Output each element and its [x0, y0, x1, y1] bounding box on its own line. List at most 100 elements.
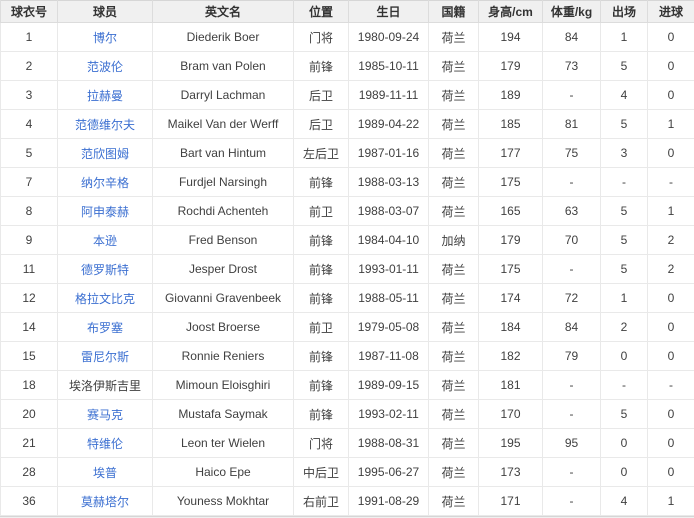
english-name-cell: Joost Broerse — [152, 312, 294, 342]
player-name-link[interactable]: 特维伦 — [57, 428, 153, 458]
goals-cell: 1 — [647, 109, 694, 139]
column-header-english-name: 英文名 — [152, 0, 294, 23]
nationality-cell: 荷兰 — [428, 370, 479, 400]
weight-cell: 84 — [542, 312, 601, 342]
birthday-cell: 1991-08-29 — [348, 486, 429, 516]
table-header: 球衣号 球员 英文名 位置 生日 国籍 身高/cm 体重/kg 出场 进球 — [0, 0, 694, 23]
nationality-cell: 荷兰 — [428, 312, 479, 342]
weight-cell: 84 — [542, 22, 601, 52]
birthday-cell: 1985-10-11 — [348, 51, 429, 81]
goals-cell: 0 — [647, 457, 694, 487]
table-row: 14 布罗塞 Joost Broerse 前卫 1979-05-08 荷兰 18… — [0, 312, 694, 342]
player-name-link[interactable]: 范德维尔夫 — [57, 109, 153, 139]
player-name-link[interactable]: 阿申泰赫 — [57, 196, 153, 226]
player-name-link[interactable]: 埃普 — [57, 457, 153, 487]
player-name-link[interactable]: 格拉文比克 — [57, 283, 153, 313]
height-cell: 175 — [478, 167, 543, 197]
weight-cell: - — [542, 486, 601, 516]
weight-cell: 95 — [542, 428, 601, 458]
birthday-cell: 1993-01-11 — [348, 254, 429, 284]
birthday-cell: 1988-08-31 — [348, 428, 429, 458]
appearances-cell: 1 — [600, 283, 648, 313]
next-table-header-strip — [0, 516, 694, 518]
jersey-number-cell: 21 — [0, 428, 58, 458]
table-row: 2 范波伦 Bram van Polen 前锋 1985-10-11 荷兰 17… — [0, 51, 694, 81]
weight-cell: - — [542, 80, 601, 110]
english-name-cell: Fred Benson — [152, 225, 294, 255]
nationality-cell: 荷兰 — [428, 22, 479, 52]
column-header-weight: 体重/kg — [542, 0, 601, 23]
birthday-cell: 1988-03-07 — [348, 196, 429, 226]
player-name-link[interactable]: 本逊 — [57, 225, 153, 255]
goals-cell: 0 — [647, 399, 694, 429]
goals-cell: 0 — [647, 138, 694, 168]
position-cell: 前锋 — [293, 225, 349, 255]
appearances-cell: 1 — [600, 22, 648, 52]
appearances-cell: 5 — [600, 254, 648, 284]
height-cell: 195 — [478, 428, 543, 458]
table-row: 8 阿申泰赫 Rochdi Achenteh 前卫 1988-03-07 荷兰 … — [0, 196, 694, 226]
table-row: 1 博尔 Diederik Boer 门将 1980-09-24 荷兰 194 … — [0, 22, 694, 52]
birthday-cell: 1989-09-15 — [348, 370, 429, 400]
height-cell: 182 — [478, 341, 543, 371]
player-name-link[interactable]: 雷尼尔斯 — [57, 341, 153, 371]
english-name-cell: Maikel Van der Werff — [152, 109, 294, 139]
player-name-link[interactable]: 拉赫曼 — [57, 80, 153, 110]
birthday-cell: 1989-04-22 — [348, 109, 429, 139]
player-name-text: 埃洛伊斯吉里 — [57, 370, 153, 400]
player-name-link[interactable]: 范欣图姆 — [57, 138, 153, 168]
jersey-number-cell: 5 — [0, 138, 58, 168]
appearances-cell: 4 — [600, 486, 648, 516]
jersey-number-cell: 28 — [0, 457, 58, 487]
jersey-number-cell: 4 — [0, 109, 58, 139]
english-name-cell: Mimoun Eloisghiri — [152, 370, 294, 400]
goals-cell: 0 — [647, 341, 694, 371]
jersey-number-cell: 20 — [0, 399, 58, 429]
goals-cell: 2 — [647, 254, 694, 284]
english-name-cell: Ronnie Reniers — [152, 341, 294, 371]
nationality-cell: 荷兰 — [428, 109, 479, 139]
birthday-cell: 1988-05-11 — [348, 283, 429, 313]
jersey-number-cell: 15 — [0, 341, 58, 371]
goals-cell: 1 — [647, 486, 694, 516]
player-name-link[interactable]: 莫赫塔尔 — [57, 486, 153, 516]
nationality-cell: 荷兰 — [428, 428, 479, 458]
table-row: 3 拉赫曼 Darryl Lachman 后卫 1989-11-11 荷兰 18… — [0, 80, 694, 110]
table-row: 21 特维伦 Leon ter Wielen 门将 1988-08-31 荷兰 … — [0, 428, 694, 458]
height-cell: 181 — [478, 370, 543, 400]
player-name-link[interactable]: 布罗塞 — [57, 312, 153, 342]
player-name-link[interactable]: 纳尔辛格 — [57, 167, 153, 197]
jersey-number-cell: 7 — [0, 167, 58, 197]
weight-cell: 63 — [542, 196, 601, 226]
table-row: 36 莫赫塔尔 Youness Mokhtar 右前卫 1991-08-29 荷… — [0, 486, 694, 516]
nationality-cell: 荷兰 — [428, 196, 479, 226]
nationality-cell: 荷兰 — [428, 399, 479, 429]
column-header-appearances: 出场 — [600, 0, 648, 23]
player-name-link[interactable]: 德罗斯特 — [57, 254, 153, 284]
weight-cell: - — [542, 254, 601, 284]
weight-cell: 81 — [542, 109, 601, 139]
weight-cell: 70 — [542, 225, 601, 255]
weight-cell: 72 — [542, 283, 601, 313]
english-name-cell: Bram van Polen — [152, 51, 294, 81]
height-cell: 173 — [478, 457, 543, 487]
english-name-cell: Haico Epe — [152, 457, 294, 487]
birthday-cell: 1993-02-11 — [348, 399, 429, 429]
position-cell: 前锋 — [293, 283, 349, 313]
appearances-cell: 5 — [600, 225, 648, 255]
english-name-cell: Giovanni Gravenbeek — [152, 283, 294, 313]
jersey-number-cell: 1 — [0, 22, 58, 52]
player-name-link[interactable]: 赛马克 — [57, 399, 153, 429]
position-cell: 前锋 — [293, 51, 349, 81]
goals-cell: 0 — [647, 428, 694, 458]
weight-cell: - — [542, 457, 601, 487]
weight-cell: - — [542, 167, 601, 197]
player-name-link[interactable]: 博尔 — [57, 22, 153, 52]
english-name-cell: Diederik Boer — [152, 22, 294, 52]
table-row: 5 范欣图姆 Bart van Hintum 左后卫 1987-01-16 荷兰… — [0, 138, 694, 168]
goals-cell: 1 — [647, 196, 694, 226]
player-name-link[interactable]: 范波伦 — [57, 51, 153, 81]
appearances-cell: - — [600, 167, 648, 197]
appearances-cell: 5 — [600, 399, 648, 429]
